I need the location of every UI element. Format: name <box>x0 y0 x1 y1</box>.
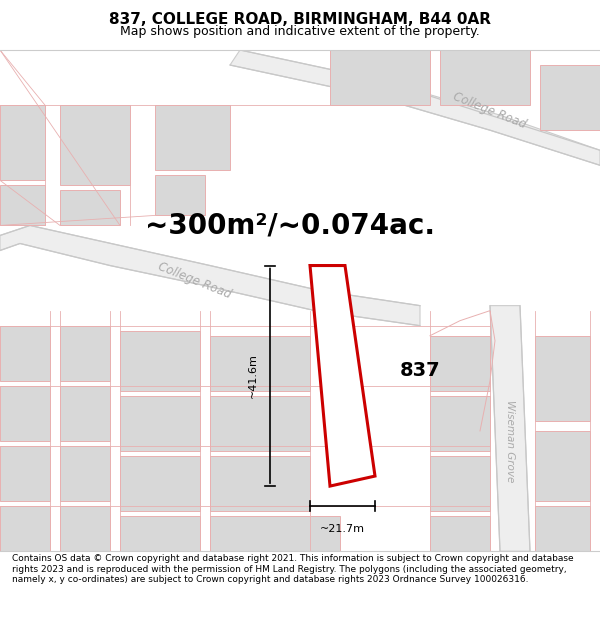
Polygon shape <box>430 336 490 391</box>
Text: College Road: College Road <box>451 89 529 131</box>
Polygon shape <box>440 50 530 105</box>
Polygon shape <box>60 446 110 501</box>
Polygon shape <box>120 331 200 391</box>
Polygon shape <box>490 306 530 551</box>
Polygon shape <box>60 105 130 186</box>
Text: ~41.6m: ~41.6m <box>248 353 258 398</box>
Polygon shape <box>430 456 490 511</box>
Polygon shape <box>120 396 200 451</box>
Text: 837: 837 <box>400 361 440 380</box>
Polygon shape <box>535 336 590 421</box>
Polygon shape <box>230 50 600 165</box>
Polygon shape <box>0 326 50 381</box>
Text: Contains OS data © Crown copyright and database right 2021. This information is : Contains OS data © Crown copyright and d… <box>12 554 574 584</box>
Text: College Road: College Road <box>157 260 233 301</box>
Polygon shape <box>0 105 45 181</box>
Polygon shape <box>535 431 590 501</box>
Polygon shape <box>430 516 490 551</box>
Polygon shape <box>60 191 120 226</box>
Polygon shape <box>0 506 50 551</box>
Polygon shape <box>535 506 590 551</box>
Polygon shape <box>0 226 420 326</box>
Polygon shape <box>0 446 50 501</box>
Polygon shape <box>0 186 45 226</box>
Polygon shape <box>60 326 110 381</box>
Text: Map shows position and indicative extent of the property.: Map shows position and indicative extent… <box>120 24 480 38</box>
Polygon shape <box>155 105 230 170</box>
Polygon shape <box>330 50 430 105</box>
Polygon shape <box>60 506 110 551</box>
Polygon shape <box>155 175 205 216</box>
Polygon shape <box>210 396 310 451</box>
Polygon shape <box>210 456 310 511</box>
Text: 837, COLLEGE ROAD, BIRMINGHAM, B44 0AR: 837, COLLEGE ROAD, BIRMINGHAM, B44 0AR <box>109 12 491 28</box>
Polygon shape <box>60 386 110 441</box>
Polygon shape <box>120 516 200 551</box>
Text: ~300m²/~0.074ac.: ~300m²/~0.074ac. <box>145 211 435 239</box>
Polygon shape <box>210 336 310 391</box>
Text: Wiseman Grove: Wiseman Grove <box>505 400 515 482</box>
Text: ~21.7m: ~21.7m <box>320 524 365 534</box>
Polygon shape <box>430 396 490 451</box>
Polygon shape <box>0 386 50 441</box>
Polygon shape <box>310 266 375 486</box>
Polygon shape <box>120 456 200 511</box>
Polygon shape <box>210 516 340 551</box>
Polygon shape <box>540 65 600 130</box>
